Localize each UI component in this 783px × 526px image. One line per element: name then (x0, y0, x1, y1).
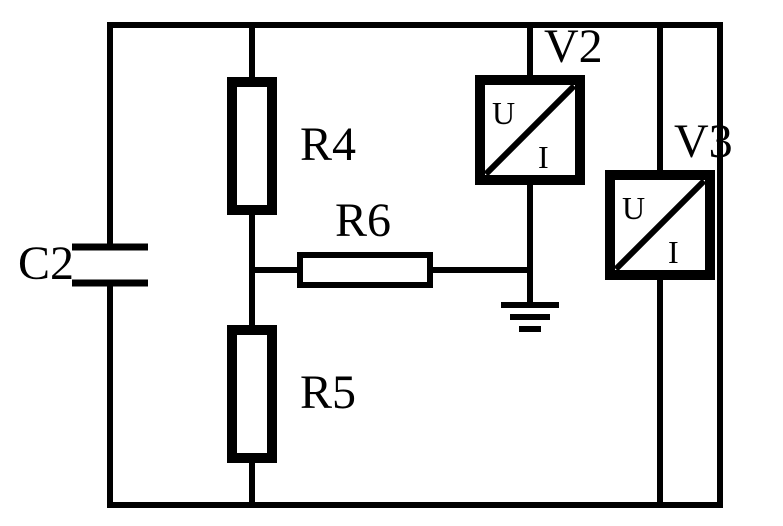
r4-label: R4 (300, 118, 356, 171)
c2-label: C2 (18, 237, 74, 290)
r6-body (300, 255, 430, 285)
v2-i: I (538, 139, 549, 175)
v3-i: I (668, 234, 679, 270)
v3-converter: UI (610, 175, 710, 275)
r5-label: R5 (300, 366, 356, 419)
v2-converter: UI (480, 80, 580, 180)
r5-body (232, 330, 272, 458)
v3-u: U (622, 190, 645, 226)
v2-u: U (492, 95, 515, 131)
v3-label: V3 (674, 115, 733, 168)
v2-label: V2 (544, 20, 603, 73)
r4-body (232, 82, 272, 210)
r6-label: R6 (335, 194, 391, 247)
